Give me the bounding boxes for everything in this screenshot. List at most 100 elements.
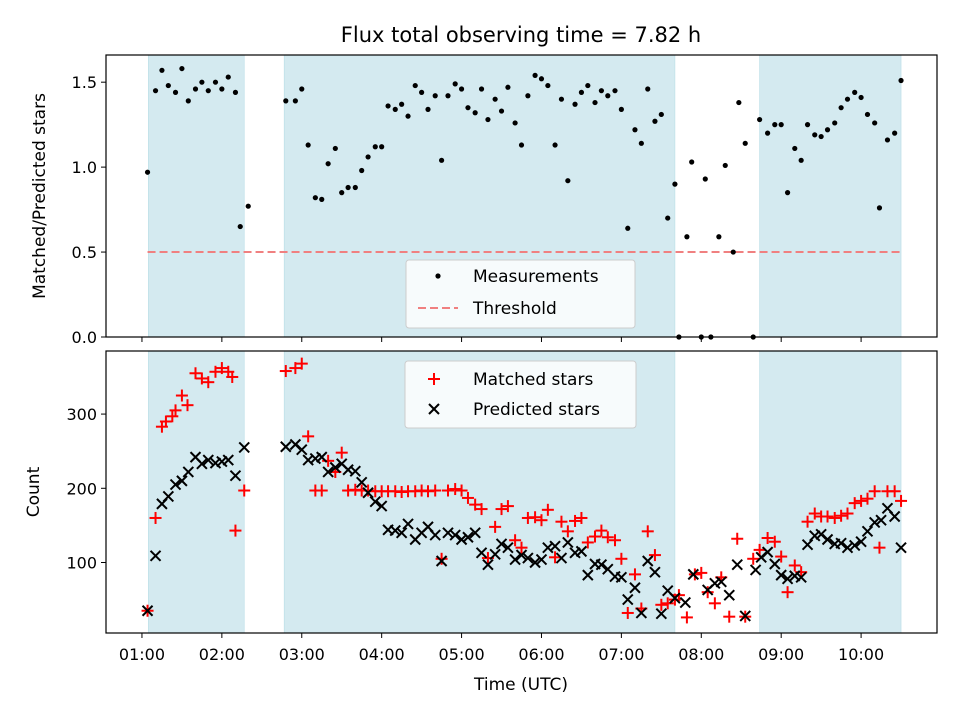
y-tick-label: 0.5 <box>72 243 97 262</box>
matched-star-point <box>788 559 801 572</box>
predicted-star-point <box>895 541 907 554</box>
matched-star-point <box>475 503 488 516</box>
measurement-point <box>804 122 811 128</box>
matched-star-point <box>821 510 834 523</box>
predicted-star-point <box>238 441 250 454</box>
measurement-point <box>672 181 678 187</box>
matched-star-point <box>895 494 908 507</box>
measurement-point <box>152 88 159 94</box>
y-tick-label: 100 <box>66 554 97 573</box>
predicted-star-point <box>868 516 881 529</box>
x-stroke <box>141 605 154 617</box>
x-stroke <box>449 529 461 541</box>
measurement-point <box>232 89 239 95</box>
predicted-star-point <box>522 552 534 564</box>
measurement-point <box>898 77 904 84</box>
measurement-point <box>165 82 171 89</box>
predicted-star-point <box>176 475 188 487</box>
matched-star-point <box>808 507 821 520</box>
measurement-point <box>292 98 298 104</box>
x-stroke <box>322 466 334 478</box>
matched-star-point <box>601 531 614 544</box>
shaded-interval <box>759 54 902 338</box>
predicted-star-point <box>723 589 735 601</box>
predicted-star-point <box>749 564 762 576</box>
matched-star-point <box>701 586 714 599</box>
measurement-point <box>199 79 205 85</box>
matched-star-point <box>535 514 548 527</box>
predicted-star-point <box>595 559 608 571</box>
measurement-point <box>332 145 338 152</box>
x-stroke <box>280 441 292 453</box>
x-stroke <box>162 490 175 503</box>
matched-star-point <box>695 566 708 579</box>
predicted-star-point <box>322 466 334 478</box>
measurement-point <box>372 144 378 150</box>
matched-star-point <box>541 503 554 516</box>
measurement-point <box>438 157 445 163</box>
predicted-star-point <box>462 531 474 543</box>
x-tick-label: 08:00 <box>678 645 724 664</box>
ratio-legend-box <box>405 259 636 329</box>
measurement-point <box>838 105 844 111</box>
x-stroke <box>895 541 907 554</box>
matched-star-point <box>335 446 348 459</box>
x-stroke <box>369 495 381 508</box>
x-stroke <box>888 510 901 523</box>
x-tick-label: 10:00 <box>838 645 884 664</box>
matched-star-point <box>429 484 442 497</box>
predicted-star-point <box>495 538 508 550</box>
measurement-point <box>592 99 598 106</box>
x-tick-label: 09:00 <box>758 645 804 664</box>
predicted-star-point <box>642 555 654 567</box>
matched-star-point <box>495 503 508 516</box>
x-stroke <box>731 559 743 571</box>
shaded-interval <box>148 350 245 634</box>
matched-star-point <box>501 500 514 513</box>
predicted-star-point <box>821 533 834 546</box>
x-stroke <box>489 548 501 561</box>
x-stroke <box>462 531 474 543</box>
measurement-point <box>565 178 571 184</box>
predicted-star-point <box>502 541 514 554</box>
measurement-point <box>772 122 778 128</box>
x-stroke <box>389 524 401 537</box>
matched-star-point <box>238 484 251 497</box>
matched-star-point <box>595 524 608 537</box>
legend-measurements-marker <box>435 273 441 279</box>
predicted-star-point <box>549 540 561 552</box>
matched-star-point <box>469 498 482 511</box>
measurement-point <box>645 86 651 92</box>
matched-star-point <box>215 362 228 375</box>
measurement-point <box>765 130 771 136</box>
x-stroke <box>615 571 628 584</box>
y-tick-label: 300 <box>66 405 97 424</box>
x-stroke <box>662 584 674 597</box>
measurement-point <box>884 137 891 143</box>
x-stroke <box>289 438 302 451</box>
x-stroke <box>769 558 781 570</box>
measurement-point <box>736 99 742 106</box>
matched-star-point <box>189 367 202 380</box>
legend-threshold-label: Threshold <box>472 299 557 319</box>
matched-star-point <box>575 511 588 524</box>
measurement-point <box>757 116 763 123</box>
x-stroke <box>723 589 735 601</box>
matched-star-point <box>688 568 701 581</box>
measurement-point <box>179 65 185 72</box>
predicted-star-point <box>888 510 901 523</box>
predicted-star-point <box>731 559 743 571</box>
legend-measurements-label: Measurements <box>473 267 599 287</box>
measurement-point <box>784 190 791 196</box>
predicted-star-point <box>769 558 781 570</box>
predicted-star-point <box>715 576 727 588</box>
legend-matched-marker <box>428 373 440 385</box>
predicted-star-point <box>835 537 847 549</box>
predicted-star-point <box>355 476 368 489</box>
measurement-point <box>325 161 331 167</box>
matched-star-point <box>561 525 574 538</box>
measurement-point <box>852 89 858 95</box>
x-stroke <box>395 527 408 539</box>
measurement-point <box>598 88 605 94</box>
predicted-star-point <box>489 548 501 561</box>
